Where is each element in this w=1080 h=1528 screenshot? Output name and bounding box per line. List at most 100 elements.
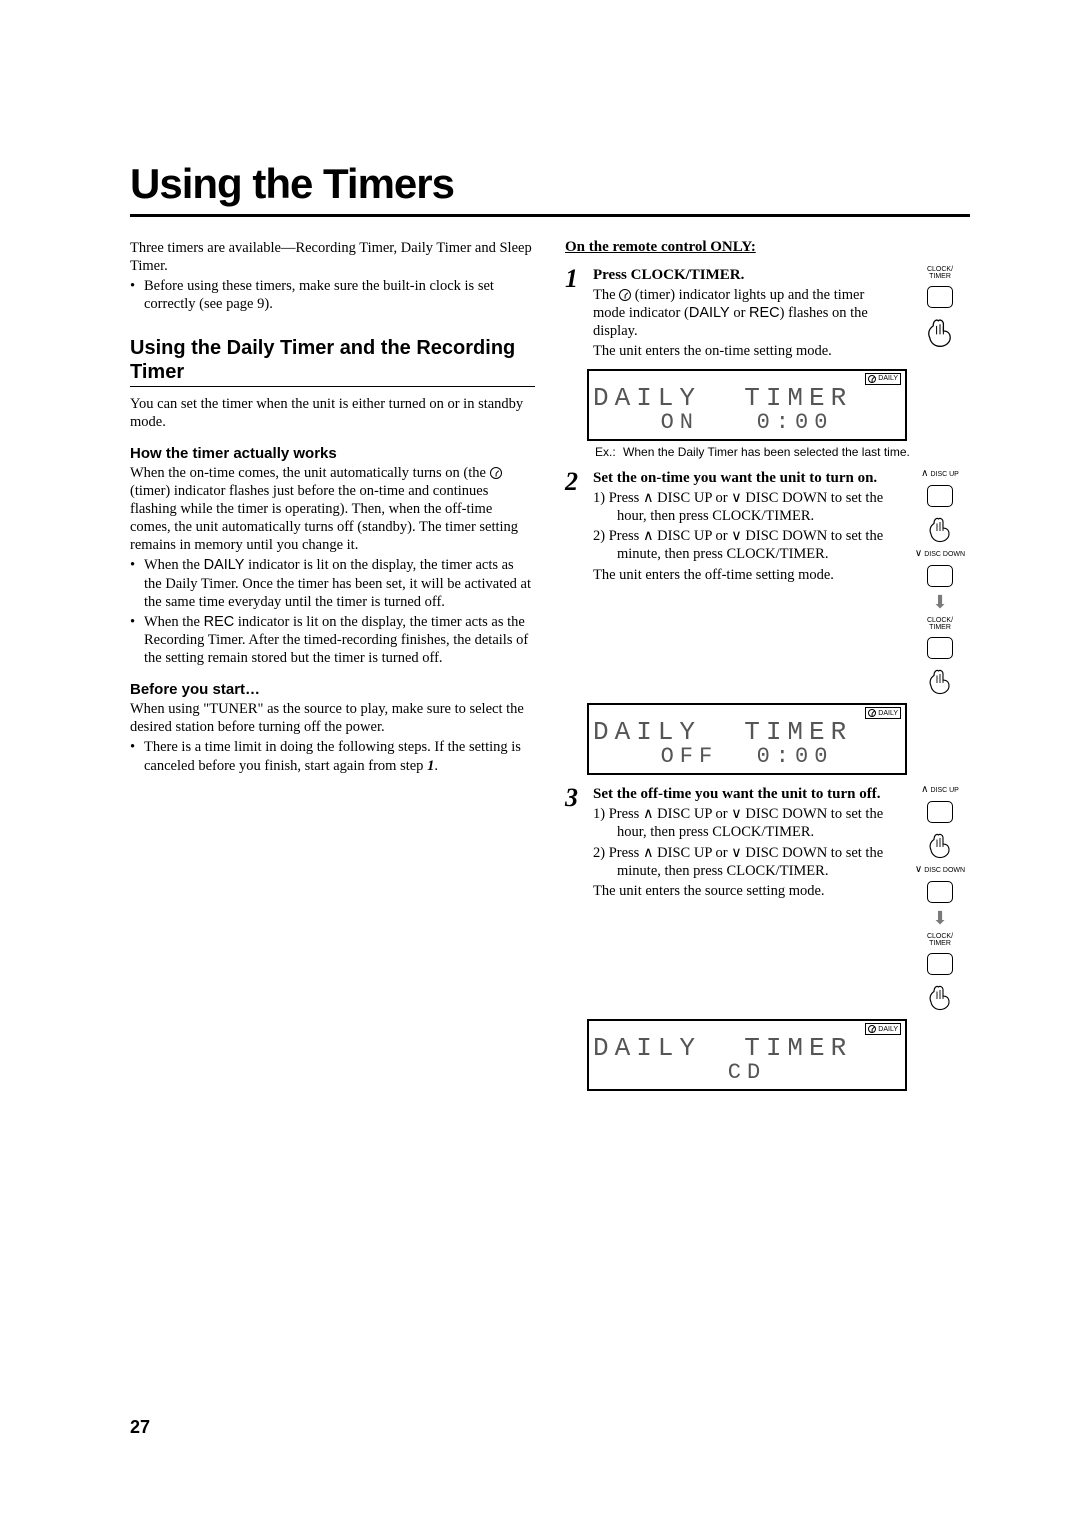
step-2-title: Set the on-time you want the unit to tur…: [593, 469, 900, 487]
intro-list: Before using these timers, make sure the…: [130, 277, 535, 313]
clock-timer-button: [927, 286, 953, 308]
step-2-sub2: 2) Press ∧ DISC UP or ∨ DISC DOWN to set…: [593, 527, 900, 563]
disc-down-button: [927, 565, 953, 587]
caret-up-icon: ∧: [921, 785, 928, 795]
lcd-2-wrap: DAILY DAILY TIMER OFF 0:00: [565, 703, 970, 775]
lcd-2-line2: OFF 0:00: [593, 745, 901, 769]
lcd-3-badge: DAILY: [865, 1023, 901, 1035]
lcd-1-line1: DAILY TIMER: [593, 373, 901, 411]
how-list: When the DAILY indicator is lit on the d…: [130, 556, 535, 667]
lcd-2-line1: DAILY TIMER: [593, 707, 901, 745]
press-finger-icon: [925, 829, 955, 859]
step-3-number: 3: [565, 785, 587, 811]
txt: .: [434, 758, 438, 774]
clock-icon: [868, 1025, 876, 1033]
how-bullet-rec: When the REC indicator is lit on the dis…: [130, 613, 535, 667]
lcd-3-line1: DAILY TIMER: [593, 1023, 901, 1061]
section-heading: Using the Daily Timer and the Recording …: [130, 336, 535, 384]
title-rule: [130, 214, 970, 217]
clock-icon: [490, 467, 502, 479]
step-1-icons: CLOCK/ TIMER: [910, 266, 970, 348]
step-3-icons: ∧DISC UP ∨DISC DOWN ⬇ CLOCK/ TIMER: [910, 785, 970, 1011]
arrow-down-icon: ⬇: [932, 593, 947, 611]
disc-up-label: DISC UP: [930, 787, 958, 794]
step-1: 1 Press CLOCK/TIMER. The (timer) indicat…: [565, 266, 970, 361]
step-2: 2 Set the on-time you want the unit to t…: [565, 469, 970, 695]
disc-down-label: DISC DOWN: [924, 867, 965, 874]
badge-text: DAILY: [878, 375, 898, 382]
left-column: Three timers are available—Recording Tim…: [130, 239, 535, 1091]
before-heading: Before you start…: [130, 681, 535, 698]
clock-timer-label: CLOCK/ TIMER: [927, 617, 953, 631]
right-column: On the remote control ONLY: 1 Press CLOC…: [565, 239, 970, 1091]
how-p1b: (timer) indicator flashes just before th…: [130, 483, 518, 553]
step-3: 3 Set the off-time you want the unit to …: [565, 785, 970, 1011]
clock-timer-button: [927, 637, 953, 659]
step-3-after: The unit enters the source setting mode.: [593, 882, 900, 900]
section-rule: [130, 386, 535, 387]
clock-icon: [868, 709, 876, 717]
press-finger-icon: [925, 665, 955, 695]
caret-up-icon: ∧: [921, 469, 928, 479]
daily-word: DAILY: [689, 305, 730, 321]
intro-paragraph: Three timers are available—Recording Tim…: [130, 239, 535, 275]
disc-up-button: [927, 801, 953, 823]
txt: When the: [144, 557, 204, 573]
page-title: Using the Timers: [130, 160, 970, 208]
before-bullet: There is a time limit in doing the follo…: [130, 738, 535, 774]
before-paragraph: When using "TUNER" as the source to play…: [130, 700, 535, 736]
badge-text: DAILY: [878, 1026, 898, 1033]
remote-heading: On the remote control ONLY:: [565, 239, 970, 256]
lcd-1-line2: ON 0:00: [593, 411, 901, 435]
txt: When the: [144, 614, 204, 630]
step-3-sub2: 2) Press ∧ DISC UP or ∨ DISC DOWN to set…: [593, 844, 900, 880]
content-columns: Three timers are available—Recording Tim…: [130, 239, 970, 1091]
disc-up-label: DISC UP: [930, 471, 958, 478]
caret-down-icon: ∨: [915, 549, 922, 559]
step-1-title: Press CLOCK/TIMER.: [593, 266, 900, 284]
how-heading: How the timer actually works: [130, 445, 535, 462]
txt: The: [593, 287, 619, 303]
lcd-1: DAILY DAILY TIMER ON 0:00: [587, 369, 907, 441]
lcd-3-wrap: DAILY DAILY TIMER CD: [565, 1019, 970, 1091]
lcd-3: DAILY DAILY TIMER CD: [587, 1019, 907, 1091]
how-p1a: When the on-time comes, the unit automat…: [130, 465, 490, 481]
txt: or: [730, 305, 749, 321]
daily-word: DAILY: [204, 557, 245, 573]
clock-icon: [868, 375, 876, 383]
lcd-3-line2: CD: [593, 1061, 901, 1085]
page-number: 27: [130, 1417, 150, 1438]
lcd-2: DAILY DAILY TIMER OFF 0:00: [587, 703, 907, 775]
lcd-2-badge: DAILY: [865, 707, 901, 719]
step-2-number: 2: [565, 469, 587, 495]
caption-body: When the Daily Timer has been selected t…: [623, 445, 910, 459]
how-bullet-daily: When the DAILY indicator is lit on the d…: [130, 556, 535, 610]
step-3-title: Set the off-time you want the unit to tu…: [593, 785, 900, 803]
rec-word: REC: [204, 614, 235, 630]
badge-text: DAILY: [878, 710, 898, 717]
lcd-1-caption: Ex.: When the Daily Timer has been selec…: [587, 445, 970, 459]
disc-down-button: [927, 881, 953, 903]
press-finger-icon: [925, 981, 955, 1011]
caret-down-icon: ∨: [915, 865, 922, 875]
clock-timer-label: CLOCK/ TIMER: [927, 266, 953, 280]
intro-bullet: Before using these timers, make sure the…: [130, 277, 535, 313]
clock-timer-label: CLOCK/ TIMER: [927, 933, 953, 947]
press-finger-icon: [925, 513, 955, 543]
step-1-number: 1: [565, 266, 587, 292]
step-2-sub1: 1) Press ∧ DISC UP or ∨ DISC DOWN to set…: [593, 489, 900, 525]
step-3-sub1: 1) Press ∧ DISC UP or ∨ DISC DOWN to set…: [593, 805, 900, 841]
lcd-1-wrap: DAILY DAILY TIMER ON 0:00 Ex.: When the …: [565, 369, 970, 460]
lcd-1-badge: DAILY: [865, 373, 901, 385]
disc-up-button: [927, 485, 953, 507]
disc-down-label: DISC DOWN: [924, 551, 965, 558]
rec-word: REC: [749, 305, 780, 321]
step-1-text: The (timer) indicator lights up and the …: [593, 286, 900, 340]
arrow-down-icon: ⬇: [932, 909, 947, 927]
caption-prefix: Ex.:: [595, 445, 616, 459]
before-list: There is a time limit in doing the follo…: [130, 738, 535, 774]
txt: There is a time limit in doing the follo…: [144, 739, 521, 773]
press-finger-icon: [923, 314, 957, 348]
step-2-icons: ∧DISC UP ∨DISC DOWN ⬇ CLOCK/ TIMER: [910, 469, 970, 695]
clock-icon: [619, 289, 631, 301]
